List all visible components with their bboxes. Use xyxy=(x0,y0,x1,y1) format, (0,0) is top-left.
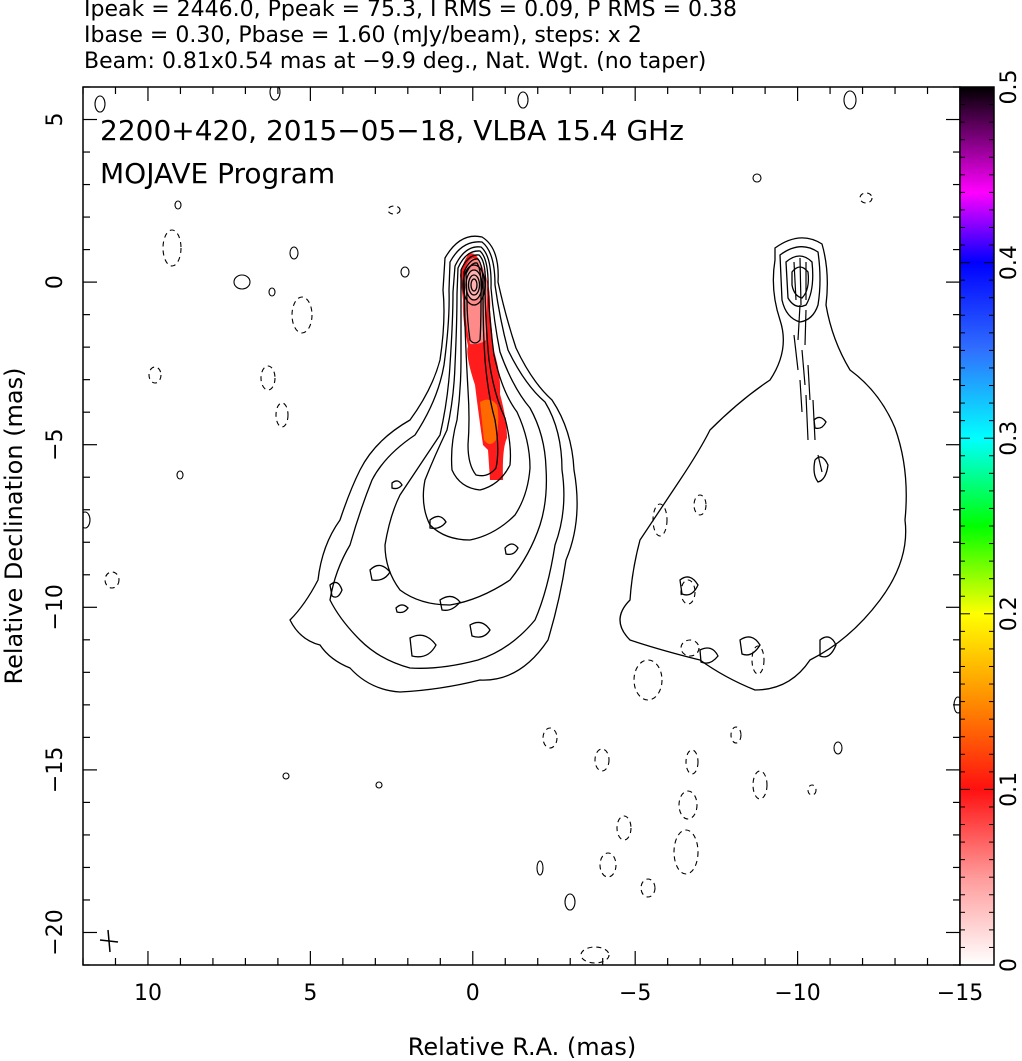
y-tick-label: 5 xyxy=(43,113,68,127)
colorbar-tick-label: 0.5 xyxy=(997,70,1022,105)
colorbar-tick-label: 0.3 xyxy=(997,421,1022,456)
header-line-1: Ipeak = 2446.0, Ppeak = 75.3, I RMS = 0.… xyxy=(84,0,737,22)
y-tick-label: −15 xyxy=(43,747,68,793)
negative-contours xyxy=(104,192,873,964)
polarization-vectors xyxy=(793,257,823,473)
y-tick-label: 0 xyxy=(43,275,68,289)
y-tick-labels: 5 0 −5 −10 −15 −20 xyxy=(43,113,68,956)
axis-ticks xyxy=(82,86,961,966)
x-tick-labels: 10 5 0 −5 −10 −15 xyxy=(134,981,983,1006)
colorbar-tick-label: 0.2 xyxy=(997,596,1022,631)
colorbar-tick-label: 0.4 xyxy=(997,245,1022,280)
plot-label-program: MOJAVE Program xyxy=(100,157,335,190)
x-tick-label: −10 xyxy=(774,981,820,1006)
map-content xyxy=(83,87,960,964)
colorbar-tick-label: 0 xyxy=(997,958,1022,972)
x-tick-label: 0 xyxy=(466,981,480,1006)
y-tick-label: −10 xyxy=(43,584,68,630)
colorbar xyxy=(959,86,995,966)
colorbar-labels: 0 0.1 0.2 0.3 0.4 0.5 xyxy=(997,70,1022,973)
header-line-3: Beam: 0.81x0.54 mas at −9.9 deg., Nat. W… xyxy=(84,49,707,74)
x-tick-label: 5 xyxy=(303,981,317,1006)
header-line-2: Ibase = 0.30, Pbase = 1.60 (mJy/beam), s… xyxy=(84,23,642,48)
intensity-contours xyxy=(289,235,578,693)
colorbar-ticks xyxy=(960,86,994,966)
x-tick-label: 10 xyxy=(134,981,162,1006)
plot-frame xyxy=(82,86,961,966)
y-tick-label: −20 xyxy=(43,909,68,955)
x-axis-label: Relative R.A. (mas) xyxy=(408,1033,636,1061)
y-axis-label: Relative Declination (mas) xyxy=(0,367,28,684)
beam-symbol xyxy=(99,929,119,953)
x-tick-label: −15 xyxy=(937,981,983,1006)
plot-label-source: 2200+420, 2015−05−18, VLBA 15.4 GHz xyxy=(100,114,684,147)
y-tick-label: −5 xyxy=(43,428,68,460)
x-tick-label: −5 xyxy=(619,981,651,1006)
polarization-panel xyxy=(619,237,907,691)
colorbar-tick-label: 0.1 xyxy=(997,772,1022,807)
